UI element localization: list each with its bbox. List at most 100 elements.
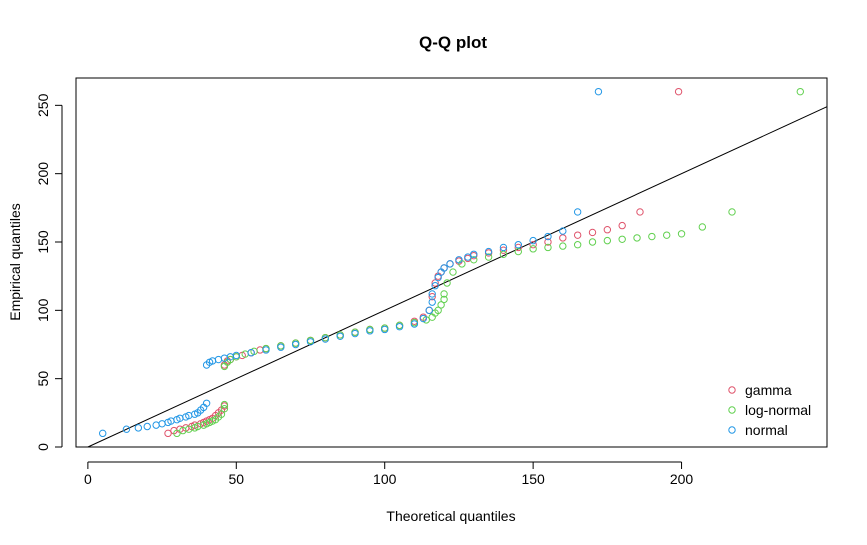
data-point-gamma [573, 231, 582, 239]
legend-marker-normal [728, 426, 736, 434]
data-point-normal [321, 335, 330, 343]
data-point-normal [425, 306, 433, 315]
data-point-gamma [514, 243, 522, 252]
reference-line-layer [87, 106, 828, 448]
data-point-normal [559, 227, 567, 235]
data-point-gamma [499, 246, 508, 254]
data-point-normal [410, 320, 419, 328]
data-point-normal [395, 323, 404, 331]
data-point-normal [306, 338, 315, 346]
y-tick-label: 50 [35, 371, 51, 387]
data-point-normal [594, 87, 603, 96]
data-point-normal [291, 340, 300, 349]
y-tick-label: 150 [35, 230, 51, 254]
data-point-gamma [674, 87, 683, 96]
data-point-normal [431, 282, 439, 290]
data-point-log-normal [796, 87, 804, 96]
data-point-normal [143, 422, 151, 431]
data-point-log-normal [663, 231, 671, 239]
series-normal [99, 87, 603, 438]
data-point-normal [152, 421, 160, 429]
x-tick-label: 0 [84, 471, 92, 487]
data-point-log-normal [544, 243, 552, 252]
data-point-gamma [164, 429, 172, 438]
y-axis: 0 50 100 150 200 250 [35, 93, 63, 451]
data-point-normal [434, 273, 442, 282]
data-point-log-normal [440, 295, 448, 304]
data-point-log-normal [529, 245, 537, 253]
data-point-normal [573, 208, 582, 216]
data-point-log-normal [484, 253, 493, 261]
data-point-normal [470, 250, 478, 259]
data-point-gamma [603, 226, 612, 234]
legend-marker-gamma [728, 386, 736, 394]
legend-marker-log-normal [728, 406, 736, 414]
data-point-normal [440, 264, 448, 272]
y-axis-title: Empirical quantiles [7, 203, 23, 321]
data-point-normal [455, 256, 463, 264]
data-point-log-normal [728, 208, 736, 216]
data-point-normal [336, 332, 344, 340]
legend: gamma log-normal normal [728, 382, 811, 438]
chart-title: Q-Q plot [419, 33, 487, 52]
data-point-log-normal [217, 410, 226, 418]
legend-label-gamma: gamma [745, 382, 792, 398]
data-point-log-normal [437, 301, 445, 309]
data-point-gamma [618, 221, 626, 230]
legend-label-log-normal: log-normal [745, 402, 811, 418]
data-point-gamma [428, 292, 436, 301]
data-point-log-normal [588, 238, 597, 246]
points-layer [99, 87, 804, 438]
data-point-normal [351, 329, 359, 338]
data-point-log-normal [633, 234, 641, 242]
data-point-gamma [588, 228, 597, 237]
data-point-normal [277, 343, 285, 351]
x-tick-label: 150 [521, 471, 545, 487]
data-point-normal [232, 351, 240, 360]
data-point-normal [214, 355, 223, 364]
data-point-log-normal [443, 279, 451, 287]
data-point-normal [428, 298, 436, 306]
data-point-log-normal [173, 429, 181, 438]
y-tick-label: 0 [35, 443, 51, 451]
data-point-normal [134, 424, 143, 432]
data-point-normal [446, 260, 454, 268]
data-point-log-normal [440, 290, 448, 298]
y-tick-label: 250 [35, 93, 51, 117]
data-point-normal [247, 349, 255, 357]
data-point-normal [99, 429, 107, 438]
data-point-log-normal [603, 236, 612, 245]
data-point-log-normal [220, 405, 229, 413]
data-point-gamma [636, 208, 644, 216]
data-point-log-normal [677, 230, 686, 238]
data-point-normal [419, 314, 428, 323]
data-point-normal [202, 399, 211, 407]
data-point-log-normal [618, 235, 626, 243]
x-tick-label: 100 [373, 471, 397, 487]
data-point-gamma [431, 279, 439, 287]
data-point-normal [484, 247, 493, 256]
data-point-normal [262, 346, 270, 354]
data-point-normal [122, 425, 131, 433]
x-axis-title: Theoretical quantiles [386, 508, 515, 524]
data-point-log-normal [470, 256, 478, 264]
data-point-gamma [529, 241, 537, 249]
data-point-log-normal [698, 223, 707, 231]
data-point-normal [499, 243, 508, 252]
data-point-normal [428, 290, 436, 298]
x-axis: 0 50 100 150 200 [84, 461, 693, 487]
data-point-log-normal [573, 241, 582, 249]
y-tick-label: 200 [35, 162, 51, 186]
data-point-normal [158, 420, 166, 428]
data-point-normal [544, 232, 552, 241]
data-point-log-normal [220, 400, 229, 409]
data-point-gamma [559, 234, 567, 242]
data-point-log-normal [559, 242, 567, 250]
data-point-normal [529, 236, 537, 245]
data-point-log-normal [648, 232, 656, 241]
data-point-normal [381, 325, 389, 334]
plot-frame [75, 77, 828, 448]
data-point-log-normal [434, 306, 442, 315]
x-tick-label: 50 [229, 471, 245, 487]
